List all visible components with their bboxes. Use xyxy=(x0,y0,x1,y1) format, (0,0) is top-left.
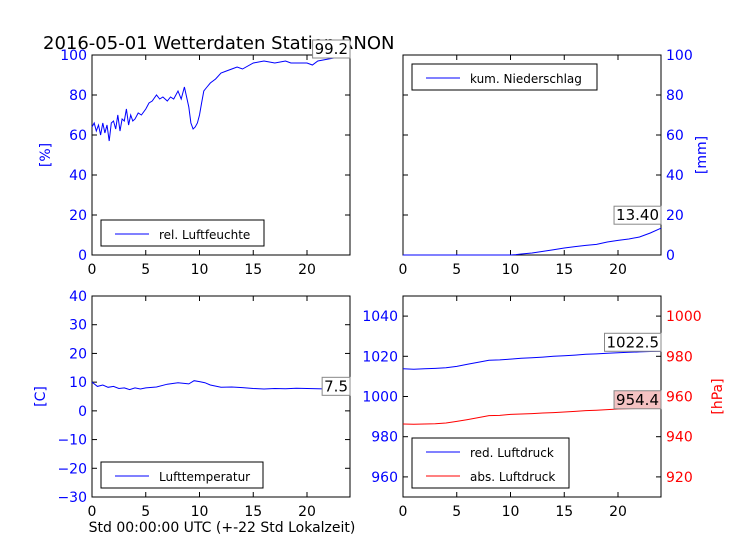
legend-box xyxy=(411,437,570,489)
y-axis-label-precipitation: [mm] xyxy=(694,136,710,174)
annotation-precipitation-box xyxy=(613,205,662,225)
annotation-red-pressure: 1022.5 xyxy=(607,333,660,351)
y-tick-label: −10 xyxy=(57,433,87,449)
x-tick-label: 15 xyxy=(555,262,573,278)
y-tick-label: 980 xyxy=(666,349,693,365)
y-tick-label: 960 xyxy=(666,390,693,406)
x-tick-label: 5 xyxy=(452,504,461,520)
y-tick-label: 20 xyxy=(666,208,684,224)
y-tick-label: 0 xyxy=(78,248,87,264)
legend-box xyxy=(100,219,265,247)
figure-title: 2016-05-01 Wetterdaten Station RNON xyxy=(43,33,394,54)
annotation-temperature-box xyxy=(321,376,351,396)
x-tick-label: 10 xyxy=(502,504,520,520)
y-tick-label: 100 xyxy=(60,48,87,64)
y-tick-label: −20 xyxy=(57,461,87,477)
x-tick-label: 15 xyxy=(244,262,262,278)
legend-label: kum. Niederschlag xyxy=(470,72,582,86)
x-tick-label: 0 xyxy=(399,262,408,278)
annotation-abs-pressure-box xyxy=(613,390,662,410)
x-tick-label: 15 xyxy=(244,504,262,520)
annotation-precipitation: 13.40 xyxy=(616,206,659,224)
y-tick-label: 20 xyxy=(69,346,87,362)
y-tick-label: 60 xyxy=(666,128,684,144)
x-tick-label: 15 xyxy=(555,504,573,520)
y-axis-label-pressure: [hPa] xyxy=(710,378,726,414)
y-tick-label: 1000 xyxy=(362,390,398,406)
x-tick-label: 5 xyxy=(141,262,150,278)
x-tick-label: 0 xyxy=(88,262,97,278)
legend-label: abs. Luftdruck xyxy=(470,470,555,484)
panel-pressure: 0 5 10 15 20 960 980 1000 1020 1040 920 940 960 980 10… xyxy=(362,295,726,520)
y-tick-label: 100 xyxy=(666,48,693,64)
y-tick-label: 960 xyxy=(371,470,398,486)
x-tick-label: 20 xyxy=(609,504,627,520)
x-tick-label: 20 xyxy=(609,262,627,278)
panel-temperature: 0 5 10 15 20 −30 −20 −10 0 10 20 30 40 [C] 7.5 Lufttemp… xyxy=(33,289,351,520)
y-tick-label: 980 xyxy=(371,430,398,446)
x-tick-label: 10 xyxy=(502,262,520,278)
x-tick-label: 20 xyxy=(298,504,316,520)
y-tick-label: 940 xyxy=(666,430,693,446)
y-tick-label: 40 xyxy=(69,289,87,305)
legend-label: rel. Luftfeuchte xyxy=(159,228,250,242)
y-tick-label: 30 xyxy=(69,318,87,334)
x-tick-label: 5 xyxy=(141,504,150,520)
y-tick-label: 1020 xyxy=(362,349,398,365)
y-tick-label: 80 xyxy=(666,88,684,104)
y-tick-label: 1040 xyxy=(362,309,398,325)
series-line-pressure-0 xyxy=(402,350,662,370)
series-line-precipitation-0 xyxy=(403,227,662,256)
y-tick-label: 60 xyxy=(69,128,87,144)
panel-precipitation: 0 5 10 15 20 0 20 40 60 80 100 [mm] 13.40 kum. Nieder… xyxy=(399,48,710,278)
annotation-humidity: 99.2 xyxy=(315,40,348,58)
annotation-humidity-box xyxy=(312,39,351,59)
annotation-abs-pressure: 954.4 xyxy=(616,391,659,409)
panel-humidity: 0 5 10 15 20 0 20 40 60 80 100 [%] 99.2 rel. Luftfeuc… xyxy=(38,39,351,278)
y-axis-label-temperature: [C] xyxy=(33,386,49,407)
y-axis-label-humidity: [%] xyxy=(38,143,54,167)
x-axis-label: Std 00:00:00 UTC (+-22 Std Lokalzeit) xyxy=(89,520,356,536)
x-tick-label: 10 xyxy=(191,504,209,520)
x-tick-label: 0 xyxy=(88,504,97,520)
y-tick-label: 80 xyxy=(69,88,87,104)
y-tick-label: 20 xyxy=(69,208,87,224)
legend-box xyxy=(100,461,264,489)
y-tick-label: 0 xyxy=(666,248,675,264)
legend-label: red. Luftdruck xyxy=(470,446,554,460)
y-tick-label: 1000 xyxy=(666,309,702,325)
annotation-red-pressure-box xyxy=(604,332,662,352)
y-tick-label: 0 xyxy=(78,404,87,420)
y-tick-label: 10 xyxy=(69,375,87,391)
x-tick-label: 0 xyxy=(399,504,408,520)
y-tick-label: 40 xyxy=(69,168,87,184)
annotation-temperature: 7.5 xyxy=(324,377,348,395)
legend-box xyxy=(411,63,598,91)
series-line-temperature-0 xyxy=(91,380,350,391)
legend-label: Lufttemperatur xyxy=(159,470,250,484)
y-tick-label: 40 xyxy=(666,168,684,184)
x-tick-label: 20 xyxy=(298,262,316,278)
y-tick-label: 920 xyxy=(666,470,693,486)
y-tick-label: −30 xyxy=(57,490,87,506)
x-tick-label: 5 xyxy=(452,262,461,278)
series-line-humidity-0 xyxy=(91,56,351,142)
x-tick-label: 10 xyxy=(191,262,209,278)
